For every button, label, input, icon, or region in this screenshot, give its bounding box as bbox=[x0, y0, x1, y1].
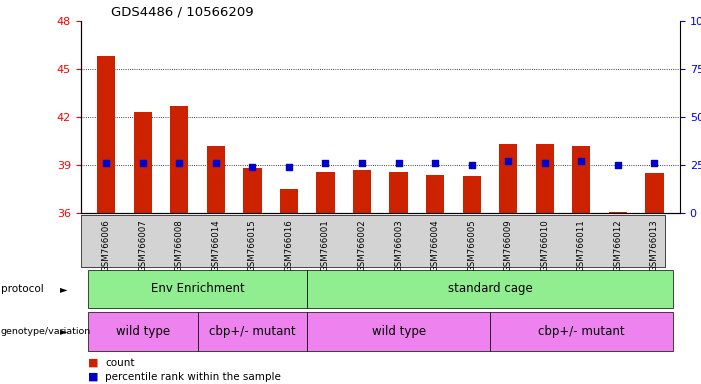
Bar bbox=[307, 312, 490, 351]
Text: GSM766006: GSM766006 bbox=[102, 219, 111, 272]
Point bbox=[612, 162, 623, 168]
Text: cbp+/- mutant: cbp+/- mutant bbox=[538, 325, 625, 338]
Bar bbox=[536, 144, 554, 213]
Bar bbox=[198, 312, 307, 351]
Text: GSM766002: GSM766002 bbox=[358, 219, 367, 272]
Point bbox=[430, 160, 441, 166]
Text: GSM766009: GSM766009 bbox=[504, 219, 512, 272]
Text: ►: ► bbox=[60, 326, 67, 336]
Bar bbox=[88, 270, 307, 308]
Text: GSM766013: GSM766013 bbox=[650, 219, 659, 272]
Text: GSM766004: GSM766004 bbox=[430, 219, 440, 272]
Bar bbox=[572, 146, 590, 213]
Bar bbox=[97, 56, 116, 213]
Bar bbox=[353, 170, 371, 213]
Text: wild type: wild type bbox=[372, 325, 426, 338]
Text: ►: ► bbox=[60, 284, 67, 294]
Text: genotype/variation: genotype/variation bbox=[1, 327, 91, 336]
Bar bbox=[316, 172, 334, 213]
Text: percentile rank within the sample: percentile rank within the sample bbox=[105, 372, 281, 382]
Point bbox=[137, 160, 149, 166]
Bar bbox=[207, 146, 225, 213]
Text: ■: ■ bbox=[88, 372, 98, 382]
Point bbox=[100, 160, 111, 166]
Point bbox=[503, 158, 514, 164]
Bar bbox=[608, 212, 627, 213]
Text: protocol: protocol bbox=[1, 284, 43, 294]
Text: count: count bbox=[105, 358, 135, 368]
Point bbox=[356, 160, 367, 166]
Bar bbox=[243, 168, 261, 213]
Text: GSM766012: GSM766012 bbox=[613, 219, 622, 272]
Point bbox=[393, 160, 404, 166]
Point bbox=[466, 162, 477, 168]
Text: GSM766016: GSM766016 bbox=[285, 219, 294, 272]
Text: cbp+/- mutant: cbp+/- mutant bbox=[209, 325, 296, 338]
Text: GSM766001: GSM766001 bbox=[321, 219, 330, 272]
Bar bbox=[463, 176, 481, 213]
Point bbox=[320, 160, 331, 166]
Text: GSM766008: GSM766008 bbox=[175, 219, 184, 272]
Text: GSM766015: GSM766015 bbox=[248, 219, 257, 272]
Text: GSM766005: GSM766005 bbox=[467, 219, 476, 272]
Text: Env Enrichment: Env Enrichment bbox=[151, 283, 245, 295]
Bar bbox=[645, 173, 664, 213]
Bar bbox=[307, 270, 673, 308]
Text: standard cage: standard cage bbox=[447, 283, 532, 295]
Text: GSM766014: GSM766014 bbox=[211, 219, 220, 272]
Point bbox=[649, 160, 660, 166]
Point bbox=[283, 164, 294, 170]
Text: GSM766003: GSM766003 bbox=[394, 219, 403, 272]
Text: GSM766007: GSM766007 bbox=[138, 219, 147, 272]
Bar bbox=[88, 312, 198, 351]
Bar bbox=[426, 175, 444, 213]
Point bbox=[576, 158, 587, 164]
Bar bbox=[499, 144, 517, 213]
Text: GSM766010: GSM766010 bbox=[540, 219, 550, 272]
Bar bbox=[490, 312, 673, 351]
Point bbox=[210, 160, 222, 166]
Text: wild type: wild type bbox=[116, 325, 170, 338]
Bar bbox=[134, 113, 152, 213]
Text: GSM766011: GSM766011 bbox=[577, 219, 586, 272]
Text: GDS4486 / 10566209: GDS4486 / 10566209 bbox=[111, 5, 253, 18]
Point bbox=[174, 160, 185, 166]
Text: ■: ■ bbox=[88, 358, 98, 368]
Bar bbox=[390, 172, 408, 213]
Bar bbox=[170, 106, 189, 213]
Point bbox=[539, 160, 550, 166]
Bar bbox=[280, 189, 298, 213]
Point bbox=[247, 164, 258, 170]
